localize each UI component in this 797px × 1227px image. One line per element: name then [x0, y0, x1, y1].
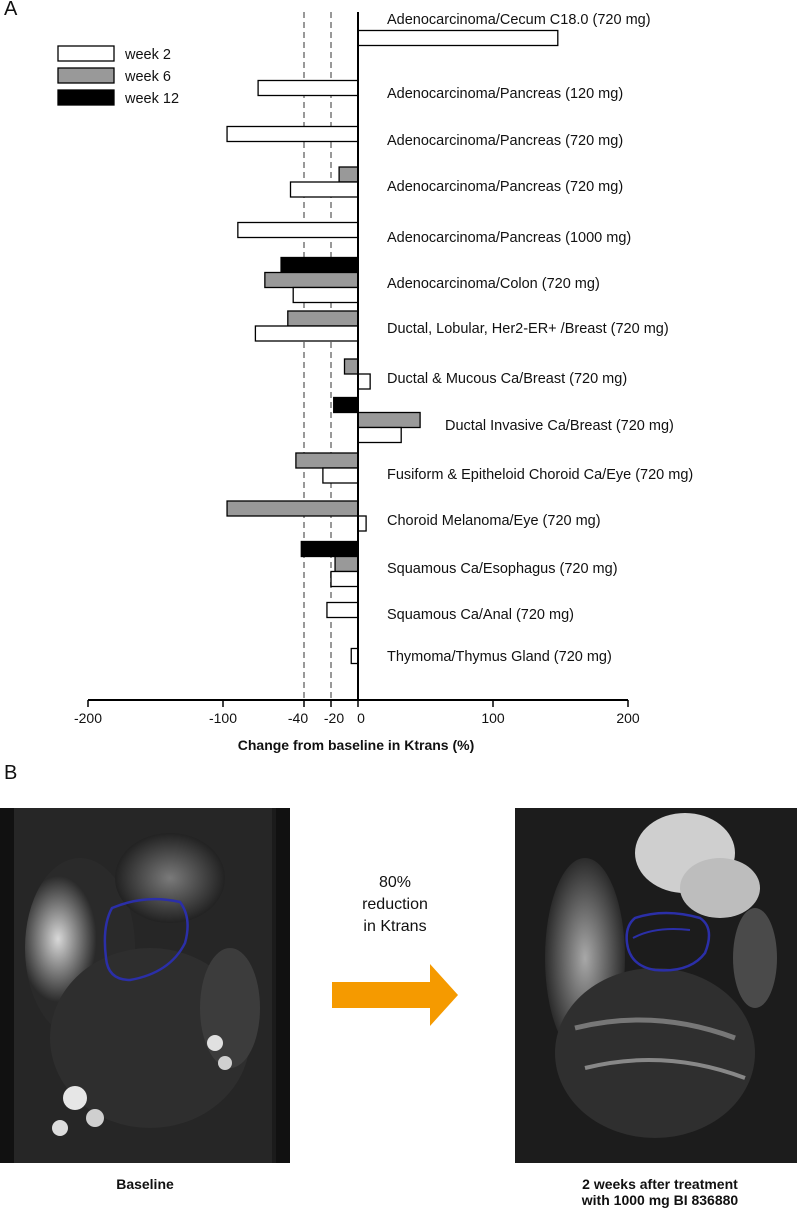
category-label-7: Ductal & Mucous Ca/Breast (720 mg): [387, 371, 627, 387]
x-tick-label--200: -200: [74, 710, 102, 726]
category-label-6: Ductal, Lobular, Her2-ER+ /Breast (720 m…: [387, 321, 669, 337]
legend-swatch-0: [57, 45, 115, 62]
bar-week-2-2: [226, 125, 359, 143]
baseline-roi-outline: [103, 897, 189, 982]
category-label-3: Adenocarcinoma/Pancreas (720 mg): [387, 179, 623, 195]
right-arrow-icon: [332, 964, 458, 1026]
bar-week-2-8: [357, 426, 402, 444]
bar-week-2-7: [357, 373, 371, 390]
bar-week-2-13: [350, 647, 359, 665]
bar-week-6-8: [357, 411, 421, 429]
bar-week-6-10: [226, 500, 359, 517]
category-label-1: Adenocarcinoma/Pancreas (120 mg): [387, 86, 623, 102]
bar-week-6-7: [343, 358, 359, 375]
x-tick-label-0: 0: [357, 710, 365, 726]
post-treatment-caption: 2 weeks after treatment with 1000 mg BI …: [535, 1176, 785, 1208]
reduction-line-3: in Ktrans: [363, 918, 427, 935]
bar-week-2-0: [357, 29, 559, 47]
x-tick-label-200: 200: [616, 710, 640, 726]
x-axis-label: Change from baseline in Ktrans (%): [238, 737, 474, 753]
panel-a-letter: A: [4, 0, 18, 20]
x-tick-label--40: -40: [288, 710, 308, 726]
bar-week-6-5: [264, 271, 359, 289]
category-label-13: Thymoma/Thymus Gland (720 mg): [387, 649, 612, 665]
legend-label-1: week 6: [124, 69, 171, 85]
category-label-9: Fusiform & Epitheloid Choroid Ca/Eye (72…: [387, 467, 693, 483]
bar-week-12-5: [280, 256, 359, 274]
category-label-4: Adenocarcinoma/Pancreas (1000 mg): [387, 230, 631, 246]
bar-week-6-11: [334, 555, 359, 573]
post-treatment-caption-line-1: 2 weeks after treatment: [582, 1176, 738, 1192]
category-label-10: Choroid Melanoma/Eye (720 mg): [387, 513, 601, 529]
category-label-0: Adenocarcinoma/Cecum C18.0 (720 mg): [387, 12, 651, 28]
category-label-5: Adenocarcinoma/Colon (720 mg): [387, 276, 600, 292]
x-tick-label-100: 100: [481, 710, 505, 726]
reduction-line-1: 80%: [378, 874, 412, 891]
bar-week-2-3: [289, 181, 359, 198]
bar-week-6-9: [295, 452, 359, 469]
bar-week-2-1: [257, 79, 359, 97]
legend-label-0: week 2: [124, 47, 171, 63]
bar-week-2-9: [322, 467, 359, 484]
bar-week-6-6: [287, 310, 359, 327]
category-label-12: Squamous Ca/Anal (720 mg): [387, 607, 574, 623]
bar-week-2-6: [254, 325, 359, 342]
post-treatment-roi-outline: [625, 911, 711, 972]
bar-week-6-3: [338, 166, 359, 183]
post-treatment-caption-line-2: with 1000 mg BI 836880: [581, 1192, 739, 1208]
baseline-mri-image: [0, 808, 290, 1163]
bar-week-2-12: [326, 601, 359, 619]
legend-label-2: week 12: [124, 91, 179, 107]
category-label-11: Squamous Ca/Esophagus (720 mg): [387, 561, 618, 577]
legend-swatch-2: [57, 89, 115, 106]
x-tick-label--20: -20: [324, 710, 344, 726]
reduction-text: 80% reduction in Ktrans: [330, 872, 460, 938]
category-label-8: Ductal Invasive Ca/Breast (720 mg): [445, 418, 674, 434]
baseline-caption: Baseline: [116, 1176, 174, 1192]
bar-week-2-5: [292, 286, 359, 304]
post-treatment-mri-image: [515, 808, 797, 1163]
category-label-2: Adenocarcinoma/Pancreas (720 mg): [387, 133, 623, 149]
bar-week-12-8: [333, 396, 359, 414]
bar-week-2-10: [357, 515, 367, 532]
bar-chart: Adenocarcinoma/Cecum C18.0 (720 mg) Adeno…: [57, 12, 693, 753]
bar-week-12-11: [300, 540, 359, 558]
x-tick-label--100: -100: [209, 710, 237, 726]
panel-b-letter: B: [4, 762, 18, 784]
reduction-line-2: reduction: [362, 896, 428, 913]
bar-week-2-4: [237, 221, 359, 239]
bar-week-2-11: [330, 570, 359, 588]
legend-swatch-1: [57, 67, 115, 84]
